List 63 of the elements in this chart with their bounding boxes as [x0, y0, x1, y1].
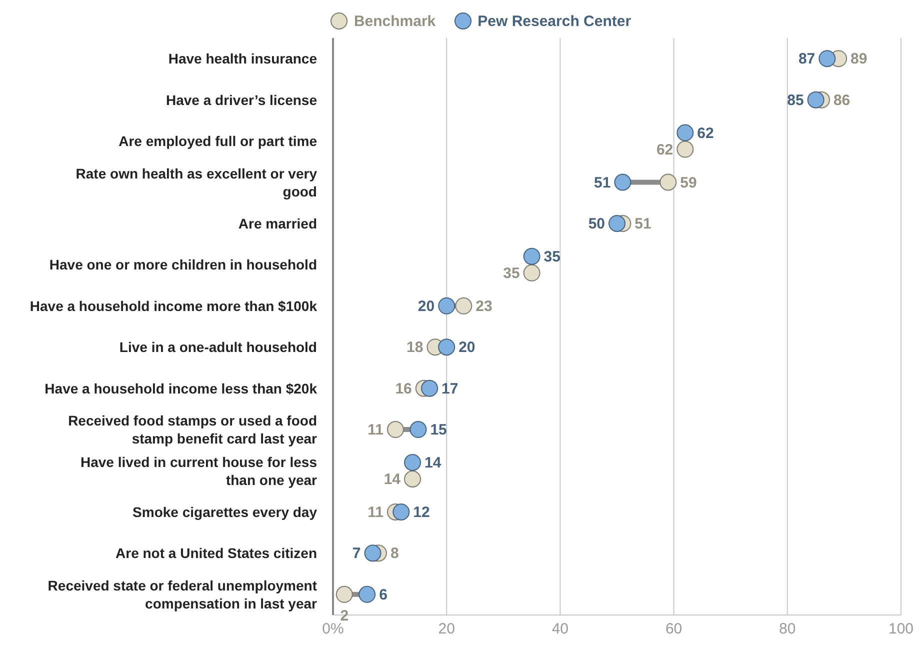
point [438, 338, 456, 356]
data-label: 6 [379, 586, 388, 604]
y-tick-label: Are married [238, 215, 317, 232]
x-tick-label: 60 [665, 620, 682, 638]
y-tick-label: Have a driver’s license [166, 92, 318, 108]
data-label: 17 [442, 380, 458, 398]
data-label: 20 [418, 298, 435, 315]
data-label: 85 [787, 92, 804, 109]
legend-label: Pew Research Center [476, 12, 632, 30]
y-tick-label: Have lived in current house for less than one year [80, 454, 318, 488]
point [364, 544, 382, 562]
data-label: 50 [588, 215, 605, 232]
y-tick-label: Have a household income more than $100k [30, 298, 318, 314]
x-tick-label: 100 [888, 620, 914, 638]
point [660, 174, 677, 191]
point [410, 421, 427, 438]
data-label: 35 [544, 248, 560, 266]
y-tick-label: Smoke cigarettes every day [132, 504, 318, 520]
point [455, 297, 472, 314]
data-label: 7 [352, 545, 361, 562]
data-label: 62 [656, 141, 674, 158]
y-tick-label: Live in a one-adult household [119, 339, 317, 356]
point [608, 214, 626, 232]
point [386, 421, 404, 438]
point [336, 586, 353, 603]
x-tick-label: 20 [438, 620, 455, 638]
y-tick-label: Are not a United States citizen [116, 545, 317, 562]
data-label: 11 [368, 422, 384, 439]
point [438, 297, 456, 314]
point [392, 503, 410, 520]
data-label: 14 [424, 454, 442, 472]
data-label: 12 [413, 504, 430, 521]
y-tick-label: Are employed full or part time [118, 133, 318, 150]
data-label: 14 [384, 470, 402, 488]
data-label: 8 [390, 545, 399, 562]
y-tick-label: Rate own health as excellent or very good [76, 165, 318, 200]
point [614, 174, 632, 191]
data-label: 18 [406, 339, 424, 356]
data-label: 62 [697, 124, 714, 142]
x-tick-label: 80 [779, 620, 796, 638]
data-label: 20 [458, 339, 476, 356]
point [807, 91, 824, 108]
data-label: 59 [680, 174, 697, 192]
y-tick-label: Received food stamps or used a food stamp benefit card last year [68, 412, 318, 447]
y-tick-label: Received state or federal unemployment compensation in last year [48, 577, 318, 612]
point [358, 586, 376, 603]
y-tick-label: Have health insurance [168, 50, 318, 67]
y-tick-label: Have a household income less than $20k [44, 380, 318, 396]
data-label: 86 [833, 92, 850, 109]
data-label: 16 [395, 380, 412, 398]
legend-label: Benchmark [352, 12, 436, 30]
point [818, 50, 836, 68]
data-label: 15 [430, 422, 447, 439]
y-tick-label: Have one or more children in household [49, 256, 317, 273]
data-label: 51 [634, 215, 652, 232]
data-label: 23 [476, 298, 492, 315]
point [421, 380, 438, 397]
data-label: 35 [503, 264, 520, 282]
x-tick-label: 40 [552, 620, 569, 638]
data-label: 51 [594, 174, 611, 192]
data-label: 11 [368, 504, 384, 521]
data-label: 87 [798, 50, 816, 68]
data-label: 89 [850, 50, 868, 68]
